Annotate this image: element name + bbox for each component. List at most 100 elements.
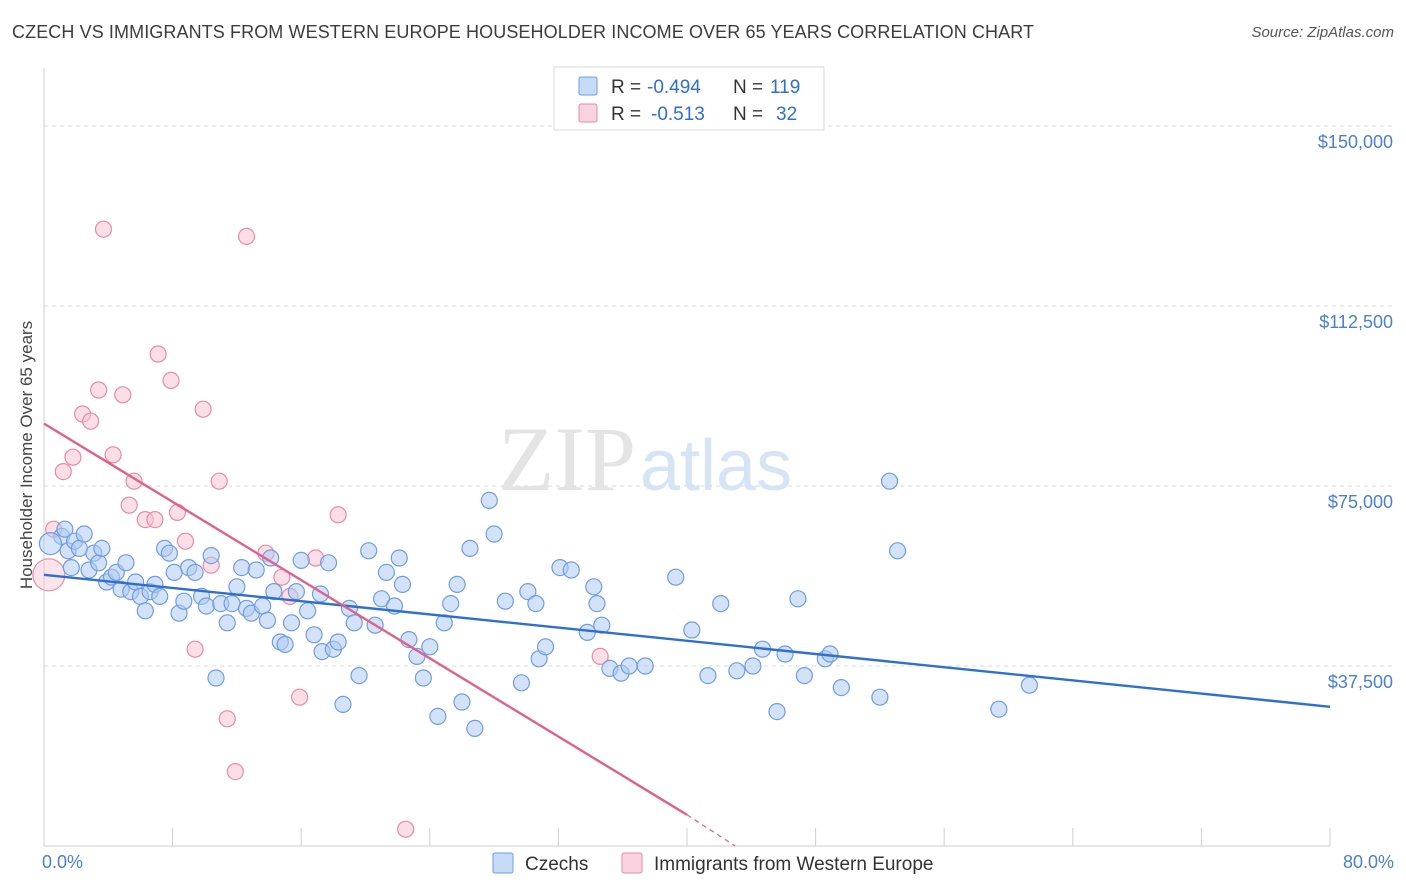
czechs-point (175, 592, 193, 610)
czechs-point (990, 700, 1008, 718)
x-tick-label-min: 0.0% (42, 852, 84, 872)
czechs-point (247, 561, 265, 579)
y-tick-label: $150,000 (1318, 132, 1393, 152)
immigrants-point (114, 386, 132, 404)
czechs-point (461, 539, 479, 558)
czechs-point (202, 546, 220, 565)
czechs-point (282, 614, 301, 632)
y-tick-labels: $37,500 $75,000 $112,500 $150,000 (1318, 132, 1393, 692)
czechs-point (207, 669, 225, 687)
czechs-trend-line (43, 573, 1331, 708)
czechs-point (160, 544, 178, 562)
legend-n-label: N = (733, 104, 763, 125)
czechs-point (429, 707, 447, 726)
czechs-point (480, 491, 498, 509)
legend-r-label: R = (611, 104, 641, 125)
czechs-point (345, 614, 363, 632)
czechs-point (372, 590, 391, 608)
stats-legend: R = -0.494 N = 119 R = -0.513 N = 32 (553, 66, 825, 131)
watermark: ZIP atlas (498, 408, 792, 510)
czechs-point (699, 666, 717, 685)
czechs-point (527, 594, 545, 613)
czechs-point (287, 582, 305, 601)
czechs-point (562, 561, 580, 579)
gridlines (44, 125, 1394, 667)
immigrants-point (162, 371, 180, 389)
czechs-point (292, 551, 310, 570)
czechs-point (667, 568, 685, 586)
czechs-point (390, 549, 408, 567)
y-tick-label: $112,500 (1319, 312, 1393, 332)
immigrants-point (176, 532, 195, 550)
czechs-point (117, 554, 135, 572)
czechs-point (466, 719, 484, 738)
czechs-point (56, 520, 74, 538)
czechs-point (393, 575, 412, 594)
czechs-point (62, 558, 80, 577)
legend-n-value: 32 (776, 104, 797, 125)
czechs-point (585, 578, 603, 596)
czechs-point (223, 594, 241, 613)
axes (43, 68, 1331, 847)
trend-lines (43, 422, 1331, 847)
czechs-point (448, 575, 466, 594)
czechs-point (1020, 676, 1038, 694)
immigrants-trend-line (43, 422, 688, 816)
czechs-point (319, 554, 338, 572)
czechs-point (127, 573, 145, 591)
czechs-point (453, 693, 471, 711)
watermark-atlas: atlas (640, 426, 792, 506)
czechs-point (620, 657, 638, 675)
y-tick-label: $75,000 (1328, 492, 1393, 512)
czechs-point (728, 662, 746, 680)
immigrants-point (149, 345, 167, 363)
series-legend: Czechs Immigrants from Western Europe (492, 852, 933, 875)
immigrants-point (146, 510, 164, 529)
chart-title: CZECH VS IMMIGRANTS FROM WESTERN EUROPE … (12, 22, 1035, 42)
czechs-point (776, 645, 794, 663)
czechs-point (218, 614, 236, 632)
czechs-point (832, 678, 850, 697)
immigrants-point (186, 640, 204, 658)
czechs-point (683, 621, 701, 639)
immigrants-point (54, 463, 72, 481)
immigrants-point (64, 448, 82, 466)
watermark-zip: ZIP (498, 408, 636, 510)
immigrants-point (591, 647, 609, 666)
legend-r-label: R = (611, 77, 641, 98)
czechs-point (871, 688, 889, 706)
series-immigrants-points (32, 220, 609, 838)
immigrants-point (120, 496, 138, 514)
czechs-point (165, 563, 183, 582)
czechs-point (880, 472, 899, 490)
czechs-point (93, 539, 111, 558)
czechs-point (258, 611, 277, 630)
czechs-point (305, 626, 323, 644)
czechs-point (90, 554, 108, 572)
czechs-point (789, 590, 807, 608)
legend-swatch-immigrants (578, 103, 598, 123)
immigrants-point (210, 472, 228, 490)
czechs-point (496, 592, 514, 610)
czechs-point (329, 633, 347, 651)
czechs-point (276, 635, 294, 654)
source-note: Source: ZipAtlas.com (1251, 24, 1394, 41)
legend-r-value: -0.513 (651, 104, 705, 125)
czechs-point (744, 657, 762, 675)
czechs-point (795, 666, 813, 685)
immigrants-point (237, 227, 256, 245)
czechs-point (228, 578, 246, 596)
series-czechs-points (38, 472, 1038, 738)
czechs-point (75, 525, 93, 543)
immigrants-point (218, 710, 236, 728)
immigrants-point (90, 381, 108, 399)
czechs-point (768, 702, 786, 721)
czechs-point (414, 669, 432, 687)
czechs-point (588, 594, 606, 613)
czechs-point (254, 597, 272, 615)
czechs-point (485, 525, 503, 543)
immigrants-point (104, 446, 122, 464)
czechs-point (70, 539, 88, 558)
czechs-point (136, 602, 154, 620)
legend-immigrants-label: Immigrants from Western Europe (654, 854, 933, 875)
